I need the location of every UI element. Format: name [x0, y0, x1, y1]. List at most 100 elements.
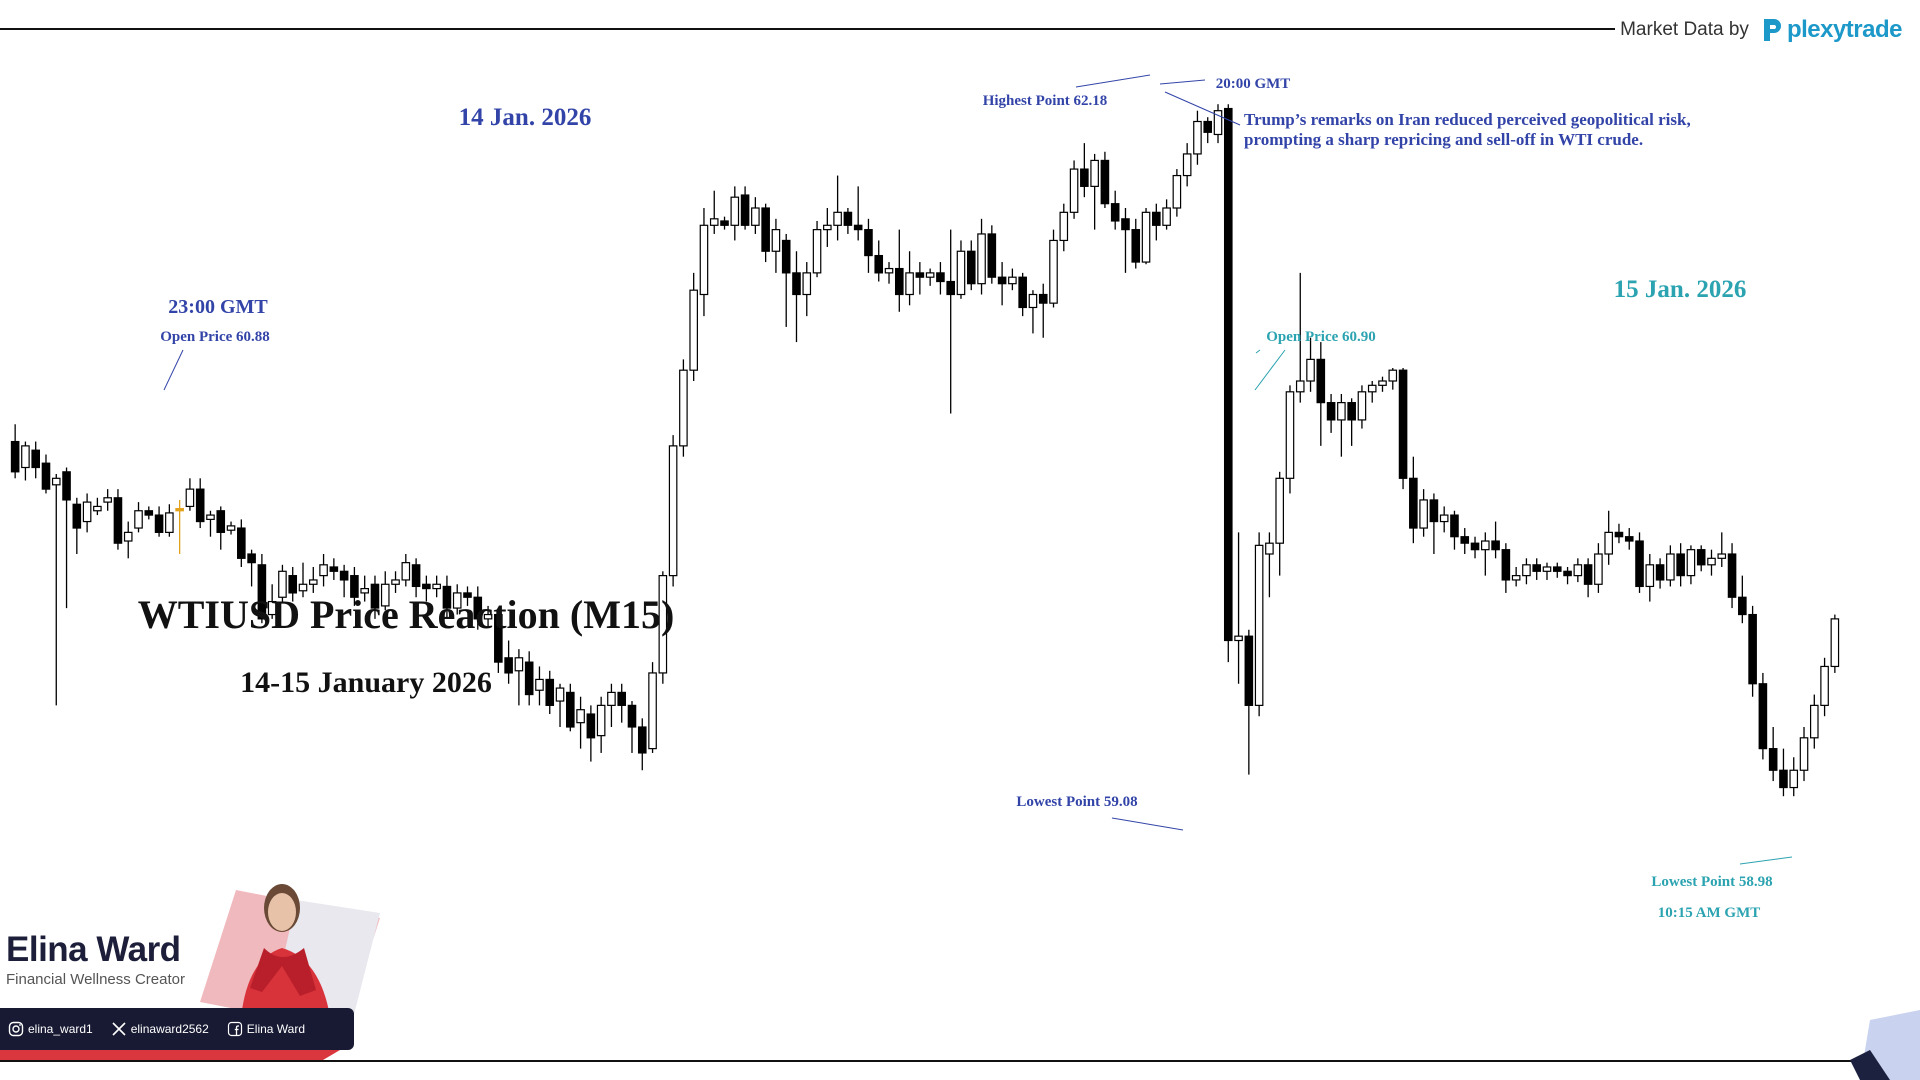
- candle-body: [370, 583, 380, 609]
- candle-body: [1738, 596, 1747, 616]
- candle-body: [1254, 544, 1264, 706]
- candle-body: [1439, 514, 1449, 523]
- candle-body: [1758, 683, 1768, 750]
- candle-body: [185, 488, 195, 508]
- candle-body: [596, 704, 606, 737]
- candle-body: [1008, 276, 1017, 285]
- candle-body: [452, 592, 462, 609]
- candle-body: [946, 280, 956, 296]
- candle-body: [1100, 159, 1110, 205]
- creator-name: Elina Ward: [6, 930, 181, 969]
- creator-profile: Elina Ward Financial Wellness Creator el…: [0, 870, 380, 1080]
- candle-body: [1306, 358, 1315, 382]
- candle-body: [1223, 107, 1233, 642]
- candle-body: [751, 207, 760, 226]
- candle-body: [1069, 168, 1079, 213]
- candle-body: [812, 229, 822, 274]
- time-label-2300: 23:00 GMT: [168, 296, 268, 318]
- x-handle: elinaward2562: [130, 1022, 209, 1036]
- candle-body: [10, 440, 20, 473]
- candle-body: [1326, 402, 1336, 421]
- candle-body: [555, 687, 565, 702]
- candle-body: [925, 272, 935, 278]
- candle-body: [535, 678, 544, 691]
- candle-body: [1121, 218, 1130, 231]
- candle-body: [1686, 549, 1696, 577]
- open-price-15-connector: [1255, 349, 1261, 354]
- candle-body: [1450, 514, 1459, 538]
- candle-body: [905, 272, 914, 296]
- candle-body: [1367, 384, 1377, 393]
- remark-line-1: Trump’s remarks on Iran reduced perceive…: [1244, 110, 1691, 129]
- candle-body: [288, 575, 298, 594]
- candle-body: [1655, 564, 1665, 581]
- remark-connector: [1164, 91, 1241, 126]
- candle-body: [1172, 174, 1182, 209]
- social-instagram[interactable]: elina_ward1: [8, 1021, 93, 1037]
- candle-body: [1470, 542, 1480, 551]
- candle-body: [1193, 120, 1202, 155]
- candle-body: [267, 600, 277, 616]
- open-price-15: Open Price 60.90: [1266, 329, 1376, 345]
- candle-body: [1203, 120, 1213, 133]
- candle-body: [1419, 499, 1428, 529]
- candle-body: [566, 691, 575, 728]
- candle-body: [1635, 540, 1644, 588]
- highest-point-label: Highest Point 62.18: [983, 93, 1108, 109]
- candle-body: [1676, 553, 1685, 577]
- market-data-label: Market Data by: [1620, 19, 1749, 40]
- candle-body: [329, 566, 339, 572]
- social-x[interactable]: elinaward2562: [111, 1021, 209, 1037]
- candle-body: [514, 657, 524, 672]
- candle-body: [1481, 540, 1490, 551]
- candle-body: [1789, 769, 1799, 789]
- instagram-handle: elina_ward1: [28, 1022, 93, 1036]
- candle-body: [113, 497, 123, 544]
- candle-body: [679, 369, 688, 447]
- candle-body: [360, 587, 369, 594]
- candle-body: [1295, 380, 1305, 393]
- candle-body: [165, 512, 174, 533]
- open-price-14: Open Price 60.88: [160, 329, 270, 345]
- candle-body: [144, 510, 154, 516]
- candle-body: [802, 272, 812, 296]
- candle-body: [658, 575, 668, 674]
- candle-body: [41, 462, 51, 490]
- candles-layer: [10, 104, 1840, 797]
- candle-body: [792, 272, 801, 296]
- candle-body: [1131, 229, 1141, 263]
- candle-body: [884, 267, 894, 274]
- candle-body: [648, 672, 657, 750]
- candle-body: [637, 726, 647, 754]
- candle-body: [709, 218, 719, 226]
- candle-body: [1337, 402, 1346, 421]
- social-facebook[interactable]: Elina Ward: [227, 1021, 305, 1037]
- candle-body: [298, 583, 308, 592]
- chart-title: WTIUSD Price Reaction (M15): [138, 592, 675, 637]
- candle-body: [1018, 276, 1027, 309]
- high-point-connector-left: [1075, 74, 1151, 88]
- candle-body: [833, 211, 842, 226]
- candle-body: [216, 510, 226, 533]
- candle-body: [1378, 380, 1387, 386]
- candle-body: [1275, 477, 1284, 544]
- candle-body: [1182, 153, 1192, 177]
- instagram-icon: [8, 1021, 24, 1037]
- candle-body: [1830, 618, 1840, 668]
- candle-body: [21, 445, 30, 469]
- candle-body: [1110, 203, 1120, 222]
- candle-body: [1666, 553, 1675, 581]
- candle-body: [1059, 211, 1069, 242]
- candle-body: [966, 250, 976, 285]
- candle-body: [689, 289, 698, 371]
- brand-name: plexytrade: [1786, 16, 1903, 43]
- lowest-point-15: Lowest Point 58.98: [1651, 874, 1772, 890]
- candle-body: [134, 510, 143, 529]
- x-icon: [112, 1022, 126, 1036]
- candle-body: [1573, 564, 1583, 577]
- annotation-connectors: [163, 74, 1241, 831]
- candle-body: [247, 553, 256, 564]
- candle-body: [1696, 549, 1706, 566]
- candle-body: [82, 501, 92, 523]
